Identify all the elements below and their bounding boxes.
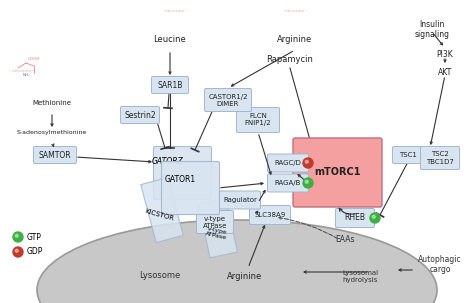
FancyBboxPatch shape [267,174,309,192]
FancyBboxPatch shape [420,146,459,169]
Text: RAGA/B: RAGA/B [275,180,301,186]
Text: ~structure~: ~structure~ [162,9,188,13]
Text: SAMTOR: SAMTOR [39,151,71,159]
Text: Rapamycin: Rapamycin [266,55,313,64]
FancyBboxPatch shape [249,205,291,225]
Circle shape [13,247,23,257]
FancyBboxPatch shape [34,146,76,164]
FancyBboxPatch shape [267,154,309,172]
FancyBboxPatch shape [336,208,374,228]
Text: RHEB: RHEB [345,214,365,222]
Ellipse shape [37,220,437,303]
Circle shape [305,180,308,183]
Text: GATORZ: GATORZ [152,158,184,167]
Text: RAGC/D: RAGC/D [274,160,301,166]
Text: GDP: GDP [27,248,44,257]
Text: SAR1B: SAR1B [157,81,182,89]
Text: Arginine: Arginine [277,35,313,44]
FancyBboxPatch shape [237,108,280,132]
Text: SLC38A9: SLC38A9 [255,212,286,218]
Text: Sestrin2: Sestrin2 [124,111,156,119]
Text: v-type
ATPase: v-type ATPase [203,215,227,228]
FancyBboxPatch shape [197,211,234,234]
FancyBboxPatch shape [162,161,219,215]
Text: GATOR1: GATOR1 [164,175,196,185]
Text: Ragulator: Ragulator [223,197,257,203]
Text: GTP: GTP [27,232,42,241]
Circle shape [303,178,313,188]
Text: Insulin
signaling: Insulin signaling [414,20,449,39]
Text: KICSTOR: KICSTOR [144,208,174,222]
Circle shape [370,213,380,223]
Polygon shape [199,198,237,258]
Text: NH₂: NH₂ [22,73,30,77]
FancyBboxPatch shape [120,106,159,124]
FancyBboxPatch shape [293,138,382,207]
Circle shape [13,232,23,242]
Text: Lysosome: Lysosome [139,271,181,281]
Text: PI3K: PI3K [437,50,453,59]
Text: Autophagic
cargo: Autophagic cargo [418,255,462,275]
Text: CASTOR1/2
DIMER: CASTOR1/2 DIMER [208,94,248,106]
Text: EAAs: EAAs [335,235,355,244]
Text: Leucine: Leucine [154,35,186,44]
FancyBboxPatch shape [152,76,189,94]
FancyBboxPatch shape [154,146,211,199]
Circle shape [305,160,308,163]
FancyBboxPatch shape [204,88,252,112]
Circle shape [303,158,313,168]
Circle shape [372,215,375,218]
Text: Methionine: Methionine [33,100,72,106]
Polygon shape [141,177,183,243]
Text: Arginine: Arginine [228,272,263,281]
FancyBboxPatch shape [219,191,261,209]
Text: TSC2
TBC1D7: TSC2 TBC1D7 [426,152,454,165]
Text: ~structure~: ~structure~ [9,69,35,73]
Circle shape [15,249,18,252]
Text: S-adenosylmethionine: S-adenosylmethionine [17,130,87,135]
FancyBboxPatch shape [392,146,423,164]
Text: COOH: COOH [28,57,40,61]
Text: Lysosomal
hydrolysis: Lysosomal hydrolysis [342,270,378,283]
Text: mTORC1: mTORC1 [315,167,361,177]
Circle shape [15,234,18,237]
Text: v-type
ATPase: v-type ATPase [205,225,229,241]
Text: ~structure~: ~structure~ [282,9,308,13]
Text: TSC1: TSC1 [399,152,417,158]
Text: FLCN
FNIP1/2: FLCN FNIP1/2 [245,114,271,126]
Text: AKT: AKT [438,68,452,77]
